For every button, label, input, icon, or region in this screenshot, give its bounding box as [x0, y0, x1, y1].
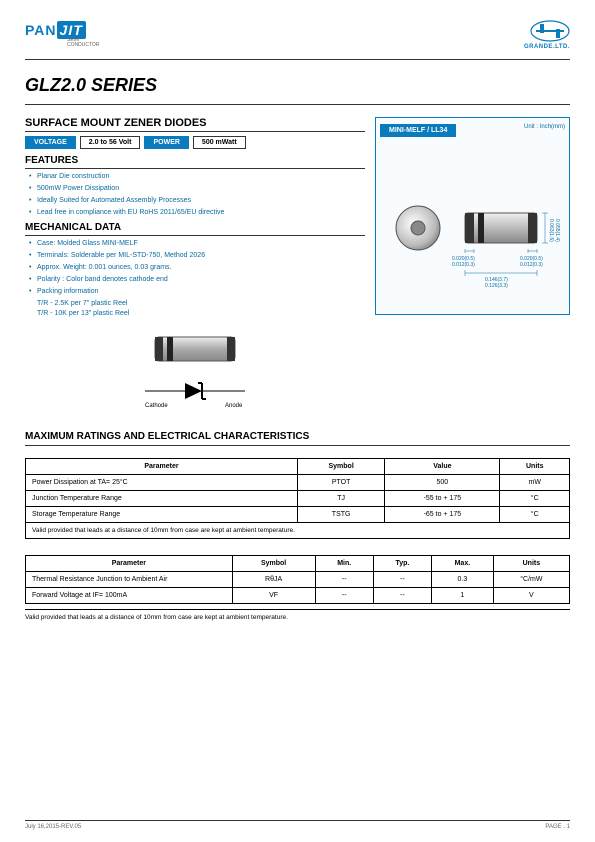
right-column: MINI-MELF / LL34 Unit : Inch(mm) [375, 117, 570, 409]
grande-icon [530, 20, 570, 42]
panjit-logo: PANJIT SEMI CONDUCTOR [25, 22, 99, 48]
mech-item: Polarity : Color band denotes cathode en… [29, 276, 365, 283]
header-bar: PANJIT SEMI CONDUCTOR GRANDE.LTD. [25, 15, 570, 60]
content-row: SURFACE MOUNT ZENER DIODES VOLTAGE 2.0 t… [25, 117, 570, 409]
t2-h0: Parameter [26, 556, 233, 572]
page: PANJIT SEMI CONDUCTOR GRANDE.LTD. GLZ2.0… [0, 0, 595, 650]
footer-left: July 16,2015-REV.05 [25, 824, 81, 830]
ratings-table-1: Parameter Symbol Value Units Power Dissi… [25, 458, 570, 539]
footer-right: PAGE . 1 [545, 824, 570, 830]
t1-h2: Value [385, 459, 500, 475]
cathode-label: Cathode [145, 403, 168, 409]
power-value: 500 mWatt [193, 136, 246, 149]
t2-h3: Typ. [373, 556, 431, 572]
packing-item: T/R - 10K per 13" plastic Reel [37, 310, 365, 317]
mech-item: Approx. Weight: 0.001 ounces, 0.03 grams… [29, 264, 365, 271]
ratings-table-2: Parameter Symbol Min. Typ. Max. Units Th… [25, 555, 570, 604]
table-row: Thermal Resistance Junction to Ambient A… [26, 572, 570, 588]
table-row: Junction Temperature Range TJ -55 to + 1… [26, 491, 570, 507]
component-drawing [25, 327, 365, 371]
voltage-tag: VOLTAGE [25, 136, 76, 149]
mechanical-heading: MECHANICAL DATA [25, 222, 365, 236]
dim-lenb: 0.126(3.3) [485, 283, 508, 289]
table-row: Forward Voltage at IF= 100mA VF -- -- 1 … [26, 588, 570, 604]
diode-symbol: Cathode Anode [25, 379, 365, 409]
ratings-title: MAXIMUM RATINGS AND ELECTRICAL CHARACTER… [25, 431, 570, 446]
package-box: MINI-MELF / LL34 Unit : Inch(mm) [375, 117, 570, 315]
subtitle: SURFACE MOUNT ZENER DIODES [25, 117, 365, 132]
dim-d2b: 0.012(0.3) [520, 262, 543, 268]
t1-note: Valid provided that leads at a distance … [26, 523, 570, 539]
t1-h1: Symbol [298, 459, 385, 475]
melf-side-icon [145, 327, 245, 371]
feature-item: Lead free in compliance with EU RoHS 201… [29, 209, 365, 216]
package-drawing: 0.020(0.5) 0.012(0.3) 0.020(0.5) 0.012(0… [380, 143, 565, 308]
spec-line: VOLTAGE 2.0 to 56 Volt POWER 500 mWatt [25, 136, 365, 149]
t2-note: Valid provided that leads at a distance … [25, 609, 570, 625]
feature-item: 500mW Power Dissipation [29, 185, 365, 192]
series-title: GLZ2.0 SERIES [25, 75, 570, 105]
brand-pan: PAN [25, 22, 57, 38]
grande-logo: GRANDE.LTD. [524, 20, 570, 50]
package-title-row: MINI-MELF / LL34 Unit : Inch(mm) [380, 124, 565, 137]
brand-sub2: CONDUCTOR [67, 43, 99, 48]
mech-item: Case: Molded Glass MINI-MELF [29, 240, 365, 247]
dim-diab: 0.055(1.4) [554, 219, 560, 242]
anode-label: Anode [225, 403, 243, 409]
mechanical-list: Case: Molded Glass MINI-MELF Terminals: … [25, 240, 365, 295]
features-heading: FEATURES [25, 155, 365, 169]
power-tag: POWER [144, 136, 188, 149]
package-title: MINI-MELF / LL34 [380, 124, 456, 137]
features-list: Planar Die construction 500mW Power Diss… [25, 173, 365, 216]
t2-h2: Min. [315, 556, 373, 572]
table-row: Power Dissipation at TA= 25°C PTOT 500 m… [26, 475, 570, 491]
left-column: SURFACE MOUNT ZENER DIODES VOLTAGE 2.0 t… [25, 117, 365, 409]
packing-item: T/R - 2.5K per 7" plastic Reel [37, 300, 365, 307]
table-row: Storage Temperature Range TSTG -65 to + … [26, 507, 570, 523]
feature-item: Ideally Suited for Automated Assembly Pr… [29, 197, 365, 204]
mech-item: Packing information [29, 288, 365, 295]
packing-list: T/R - 2.5K per 7" plastic Reel T/R - 10K… [25, 300, 365, 317]
t1-h3: Units [500, 459, 570, 475]
t2-h4: Max. [432, 556, 494, 572]
t2-h1: Symbol [232, 556, 315, 572]
dim-d1b: 0.012(0.3) [452, 262, 475, 268]
grande-text: GRANDE.LTD. [524, 44, 570, 50]
t2-h5: Units [493, 556, 569, 572]
feature-item: Planar Die construction [29, 173, 365, 180]
voltage-value: 2.0 to 56 Volt [80, 136, 141, 149]
mech-item: Terminals: Solderable per MIL-STD-750, M… [29, 252, 365, 259]
t1-h0: Parameter [26, 459, 298, 475]
page-footer: July 16,2015-REV.05 PAGE . 1 [25, 820, 570, 830]
package-unit: Unit : Inch(mm) [524, 124, 565, 137]
